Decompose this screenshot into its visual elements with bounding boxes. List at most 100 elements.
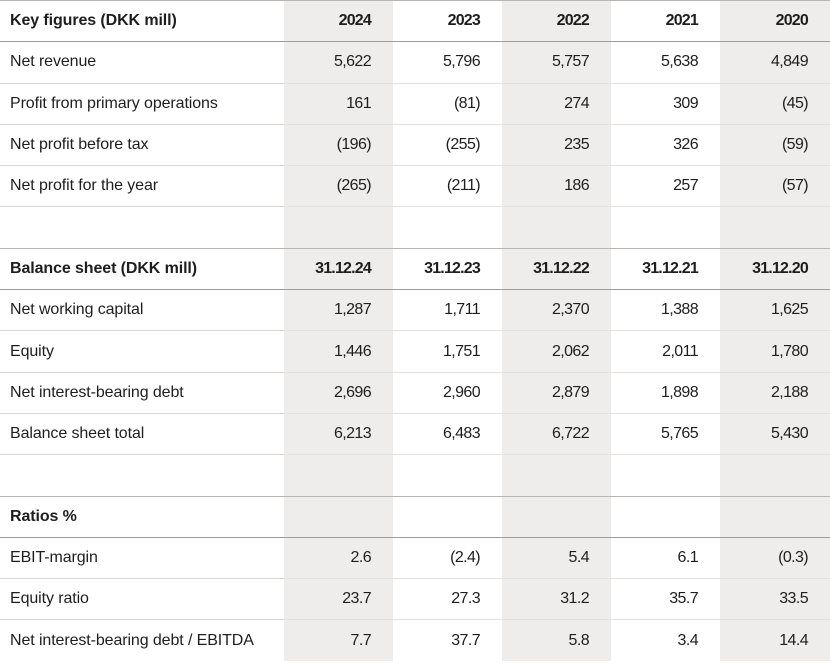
row-label: Equity ratio: [0, 578, 284, 621]
table-cell: (265): [284, 165, 393, 208]
table-row: Net revenue 5,622 5,796 5,757 5,638 4,84…: [0, 41, 830, 84]
row-label: Equity: [0, 330, 284, 373]
table-cell: 35.7: [611, 578, 720, 621]
spacer-cell: [393, 454, 502, 497]
table-cell: 6,213: [284, 413, 393, 456]
table-cell: 161: [284, 83, 393, 125]
table-cell: 5,796: [393, 41, 502, 84]
column-header: 2021: [611, 0, 720, 43]
table-row: Net interest-bearing debt / EBITDA 7.7 3…: [0, 619, 830, 662]
spacer-cell: [720, 454, 830, 497]
table-cell: 1,287: [284, 289, 393, 332]
table-cell: 2,879: [502, 372, 611, 414]
section-header-row: Key figures (DKK mill) 2024 2023 2022 20…: [0, 0, 830, 43]
table-cell: (81): [393, 83, 502, 125]
section-header-row: Ratios %: [0, 496, 830, 538]
table-cell: 2,062: [502, 330, 611, 373]
table-row: Equity 1,446 1,751 2,062 2,011 1,780: [0, 330, 830, 373]
table-cell: 5.8: [502, 619, 611, 662]
table-cell: 5.4: [502, 537, 611, 580]
table-row: Net profit for the year (265) (211) 186 …: [0, 165, 830, 208]
table-cell: 1,711: [393, 289, 502, 332]
table-cell: 5,757: [502, 41, 611, 84]
table-row: Net interest-bearing debt 2,696 2,960 2,…: [0, 372, 830, 414]
spacer-cell: [284, 206, 393, 249]
table-cell: 2,011: [611, 330, 720, 373]
table-cell: 2,370: [502, 289, 611, 332]
column-header: 31.12.24: [284, 248, 393, 291]
table-cell: (59): [720, 124, 830, 167]
table-cell: 14.4: [720, 619, 830, 662]
column-header: 31.12.22: [502, 248, 611, 291]
table-cell: (255): [393, 124, 502, 167]
row-label: Balance sheet total: [0, 413, 284, 456]
spacer-cell: [611, 454, 720, 497]
table-cell: 186: [502, 165, 611, 208]
table-cell: 326: [611, 124, 720, 167]
table-cell: 5,765: [611, 413, 720, 456]
column-header: 2024: [284, 0, 393, 43]
table-cell: 4,849: [720, 41, 830, 84]
table-cell: 3.4: [611, 619, 720, 662]
column-header: 2022: [502, 0, 611, 43]
table-cell: 1,388: [611, 289, 720, 332]
table-cell: (45): [720, 83, 830, 125]
section-title: Key figures (DKK mill): [0, 0, 284, 43]
table-row: Equity ratio 23.7 27.3 31.2 35.7 33.5: [0, 578, 830, 621]
table-cell: 33.5: [720, 578, 830, 621]
row-label: Net working capital: [0, 289, 284, 332]
table-cell: 27.3: [393, 578, 502, 621]
row-label: Net profit before tax: [0, 124, 284, 167]
table-cell: 5,430: [720, 413, 830, 456]
table-cell: 235: [502, 124, 611, 167]
table-cell: 2.6: [284, 537, 393, 580]
table-row: Net profit before tax (196) (255) 235 32…: [0, 124, 830, 167]
table-cell: 309: [611, 83, 720, 125]
table-cell: 2,188: [720, 372, 830, 414]
table-cell: 2,960: [393, 372, 502, 414]
table-cell: 257: [611, 165, 720, 208]
table-cell: (0.3): [720, 537, 830, 580]
row-label: EBIT-margin: [0, 537, 284, 580]
table-cell: 1,625: [720, 289, 830, 332]
table-cell: 1,780: [720, 330, 830, 373]
column-header: [393, 496, 502, 538]
column-header: [720, 496, 830, 538]
table-row: EBIT-margin 2.6 (2.4) 5.4 6.1 (0.3): [0, 537, 830, 580]
table-cell: (2.4): [393, 537, 502, 580]
table-row: Balance sheet total 6,213 6,483 6,722 5,…: [0, 413, 830, 456]
table-cell: 1,898: [611, 372, 720, 414]
row-label: Net interest-bearing debt / EBITDA: [10, 631, 254, 649]
spacer-cell: [720, 206, 830, 249]
spacer-row: [0, 206, 830, 249]
table-cell: 2,696: [284, 372, 393, 414]
spacer-cell: [502, 454, 611, 497]
spacer-cell: [502, 206, 611, 249]
spacer-cell: [0, 206, 284, 249]
section-header-row: Balance sheet (DKK mill) 31.12.24 31.12.…: [0, 248, 830, 291]
table-cell: (57): [720, 165, 830, 208]
table-cell: 5,638: [611, 41, 720, 84]
table-cell: 6,483: [393, 413, 502, 456]
row-label: Net interest-bearing debt: [0, 372, 284, 414]
table-cell: 274: [502, 83, 611, 125]
column-header: [502, 496, 611, 538]
section-title: Balance sheet (DKK mill): [0, 248, 284, 291]
table-cell: (211): [393, 165, 502, 208]
table-cell: 5,622: [284, 41, 393, 84]
column-header: [611, 496, 720, 538]
table-row: Profit from primary operations 161 (81) …: [0, 83, 830, 125]
table-cell: 37.7: [393, 619, 502, 662]
spacer-cell: [284, 454, 393, 497]
row-label: Profit from primary operations: [0, 83, 284, 125]
spacer-cell: [0, 454, 284, 497]
column-header: 31.12.20: [720, 248, 830, 291]
row-label: Net profit for the year: [0, 165, 284, 208]
table-cell: 31.2: [502, 578, 611, 621]
column-header: 2023: [393, 0, 502, 43]
table-row: Net working capital 1,287 1,711 2,370 1,…: [0, 289, 830, 332]
column-header: [284, 496, 393, 538]
row-label: Net revenue: [0, 41, 284, 84]
